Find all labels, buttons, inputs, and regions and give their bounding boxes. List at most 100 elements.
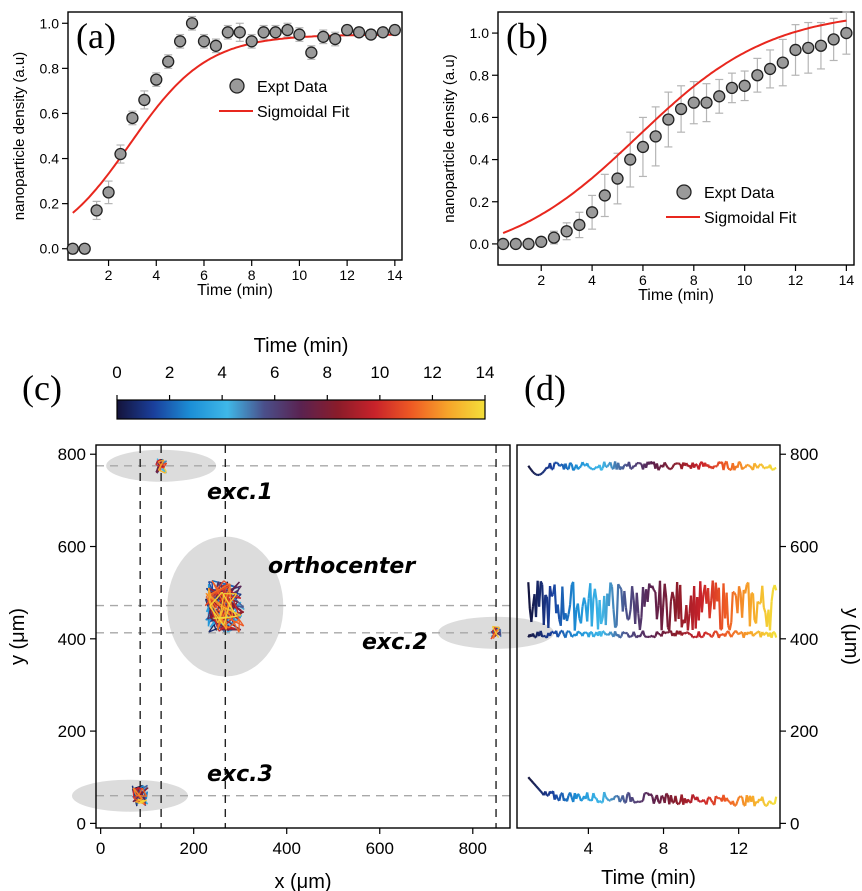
time-trace-segment: [728, 622, 733, 631]
time-trace-segment: [718, 796, 721, 800]
time-trace-segment: [708, 633, 713, 638]
time-trace-segment: [749, 465, 753, 469]
y-tick-label: 1.0: [470, 25, 490, 41]
time-trace-segment: [621, 795, 626, 803]
time-trace-segment: [572, 467, 576, 472]
annotation-label: orthocenter: [268, 554, 416, 579]
time-trace-segment: [586, 598, 590, 622]
time-trace-segment: [719, 633, 723, 637]
y-tick-label: 200: [58, 722, 86, 741]
time-trace-segment: [670, 466, 674, 470]
trajectory-segment: [155, 471, 159, 474]
time-trace-segment: [638, 633, 643, 638]
time-trace-segment: [753, 462, 758, 467]
data-point: [776, 56, 789, 69]
time-trace-segment: [567, 630, 571, 634]
time-trace-segment: [736, 586, 741, 614]
time-trace-segment: [640, 799, 644, 803]
time-trace-segment: [760, 463, 763, 467]
time-trace-segment: [569, 584, 573, 605]
data-point: [138, 93, 151, 107]
time-trace-segment: [652, 798, 657, 805]
sigmoidal-fit-line: [72, 33, 395, 214]
time-trace-segment: [535, 473, 538, 477]
time-trace-segment: [649, 793, 654, 797]
panel-label: (a): [76, 16, 116, 56]
data-point: [352, 26, 366, 39]
time-trace-segment: [592, 467, 596, 471]
time-trace-segment: [773, 584, 778, 591]
time-trace-segment: [764, 466, 768, 469]
time-trace-segment: [651, 585, 655, 591]
y-tick-label: 800: [58, 445, 86, 464]
y-tick-label: 0.4: [470, 152, 490, 168]
time-trace-segment: [675, 462, 678, 465]
time-trace-segment: [538, 788, 542, 792]
trajectory-segment: [218, 593, 225, 620]
time-trace-segment: [569, 461, 573, 466]
trajectory-segment: [491, 626, 500, 638]
time-trace-segment: [665, 597, 669, 628]
time-trace-segment: [663, 461, 668, 466]
y-tick-label: 400: [790, 630, 818, 649]
time-trace-segment: [707, 796, 710, 799]
time-trace-segment: [527, 776, 531, 780]
time-trace-segment: [579, 606, 584, 624]
data-point: [209, 39, 223, 52]
time-trace-segment: [528, 467, 533, 471]
time-trace-segment: [702, 799, 706, 803]
data-point: [522, 237, 535, 251]
time-trace-segment: [581, 461, 586, 466]
time-trace-segment: [693, 635, 697, 639]
x-tick-label: 12: [339, 267, 355, 283]
time-trace-segment: [765, 801, 770, 807]
time-trace-segment: [711, 631, 716, 637]
time-trace-segment: [736, 796, 741, 802]
colorbar-tick-label: 2: [165, 363, 174, 382]
time-trace-segment: [730, 633, 734, 638]
x-tick-label: 2: [537, 272, 545, 288]
panel-b: 2 4 6 8 10 12 14 0.0 0.2 0.4 0.6 0.8 1.0 Time (min) na…: [441, 11, 855, 304]
x-tick-label: 8: [690, 272, 698, 288]
y-tick-label: 400: [58, 630, 86, 649]
time-trace-segment: [727, 800, 731, 803]
data-point: [789, 43, 802, 57]
time-trace-segment: [696, 796, 700, 802]
x-tick-label: 14: [839, 272, 855, 288]
data-point: [114, 147, 127, 161]
time-trace-segment: [713, 464, 717, 468]
time-trace-segment: [552, 462, 556, 470]
time-trace-segment: [607, 582, 612, 607]
trajectory-segment: [229, 593, 238, 604]
data-point: [329, 32, 342, 46]
time-trace-segment: [634, 800, 638, 804]
time-trace-segment: [539, 790, 544, 794]
time-trace-segment: [558, 630, 562, 635]
annotation-label: exc.1: [207, 480, 273, 505]
data-point: [725, 81, 739, 95]
colorbar-tick-label: 0: [112, 363, 121, 382]
time-trace-segment: [762, 632, 767, 636]
time-trace-segment: [713, 795, 717, 806]
time-trace-segment: [621, 464, 626, 470]
trajectory-segment: [155, 463, 160, 473]
x-tick-label: 4: [584, 839, 593, 858]
time-trace-segment: [744, 464, 748, 469]
trajectory-segment: [158, 469, 166, 474]
time-trace-segment: [711, 465, 716, 470]
y-axis-label: nanoparticle density (a.u): [441, 54, 458, 222]
data-point: [233, 26, 246, 39]
trajectory-segment: [138, 799, 145, 805]
time-trace-segment: [761, 585, 765, 608]
time-trace-segment: [730, 591, 734, 623]
trajectory-segment: [491, 627, 496, 633]
time-trace-segment: [615, 584, 620, 626]
data-point: [827, 33, 840, 46]
time-trace-segment: [548, 585, 553, 597]
y-tick-label: 0: [77, 814, 86, 833]
time-trace-segment: [746, 463, 749, 467]
time-trace-segment: [606, 798, 610, 802]
time-trace-segment: [632, 631, 637, 637]
time-trace-segment: [593, 588, 598, 601]
y-tick-label: 0.2: [470, 194, 490, 210]
